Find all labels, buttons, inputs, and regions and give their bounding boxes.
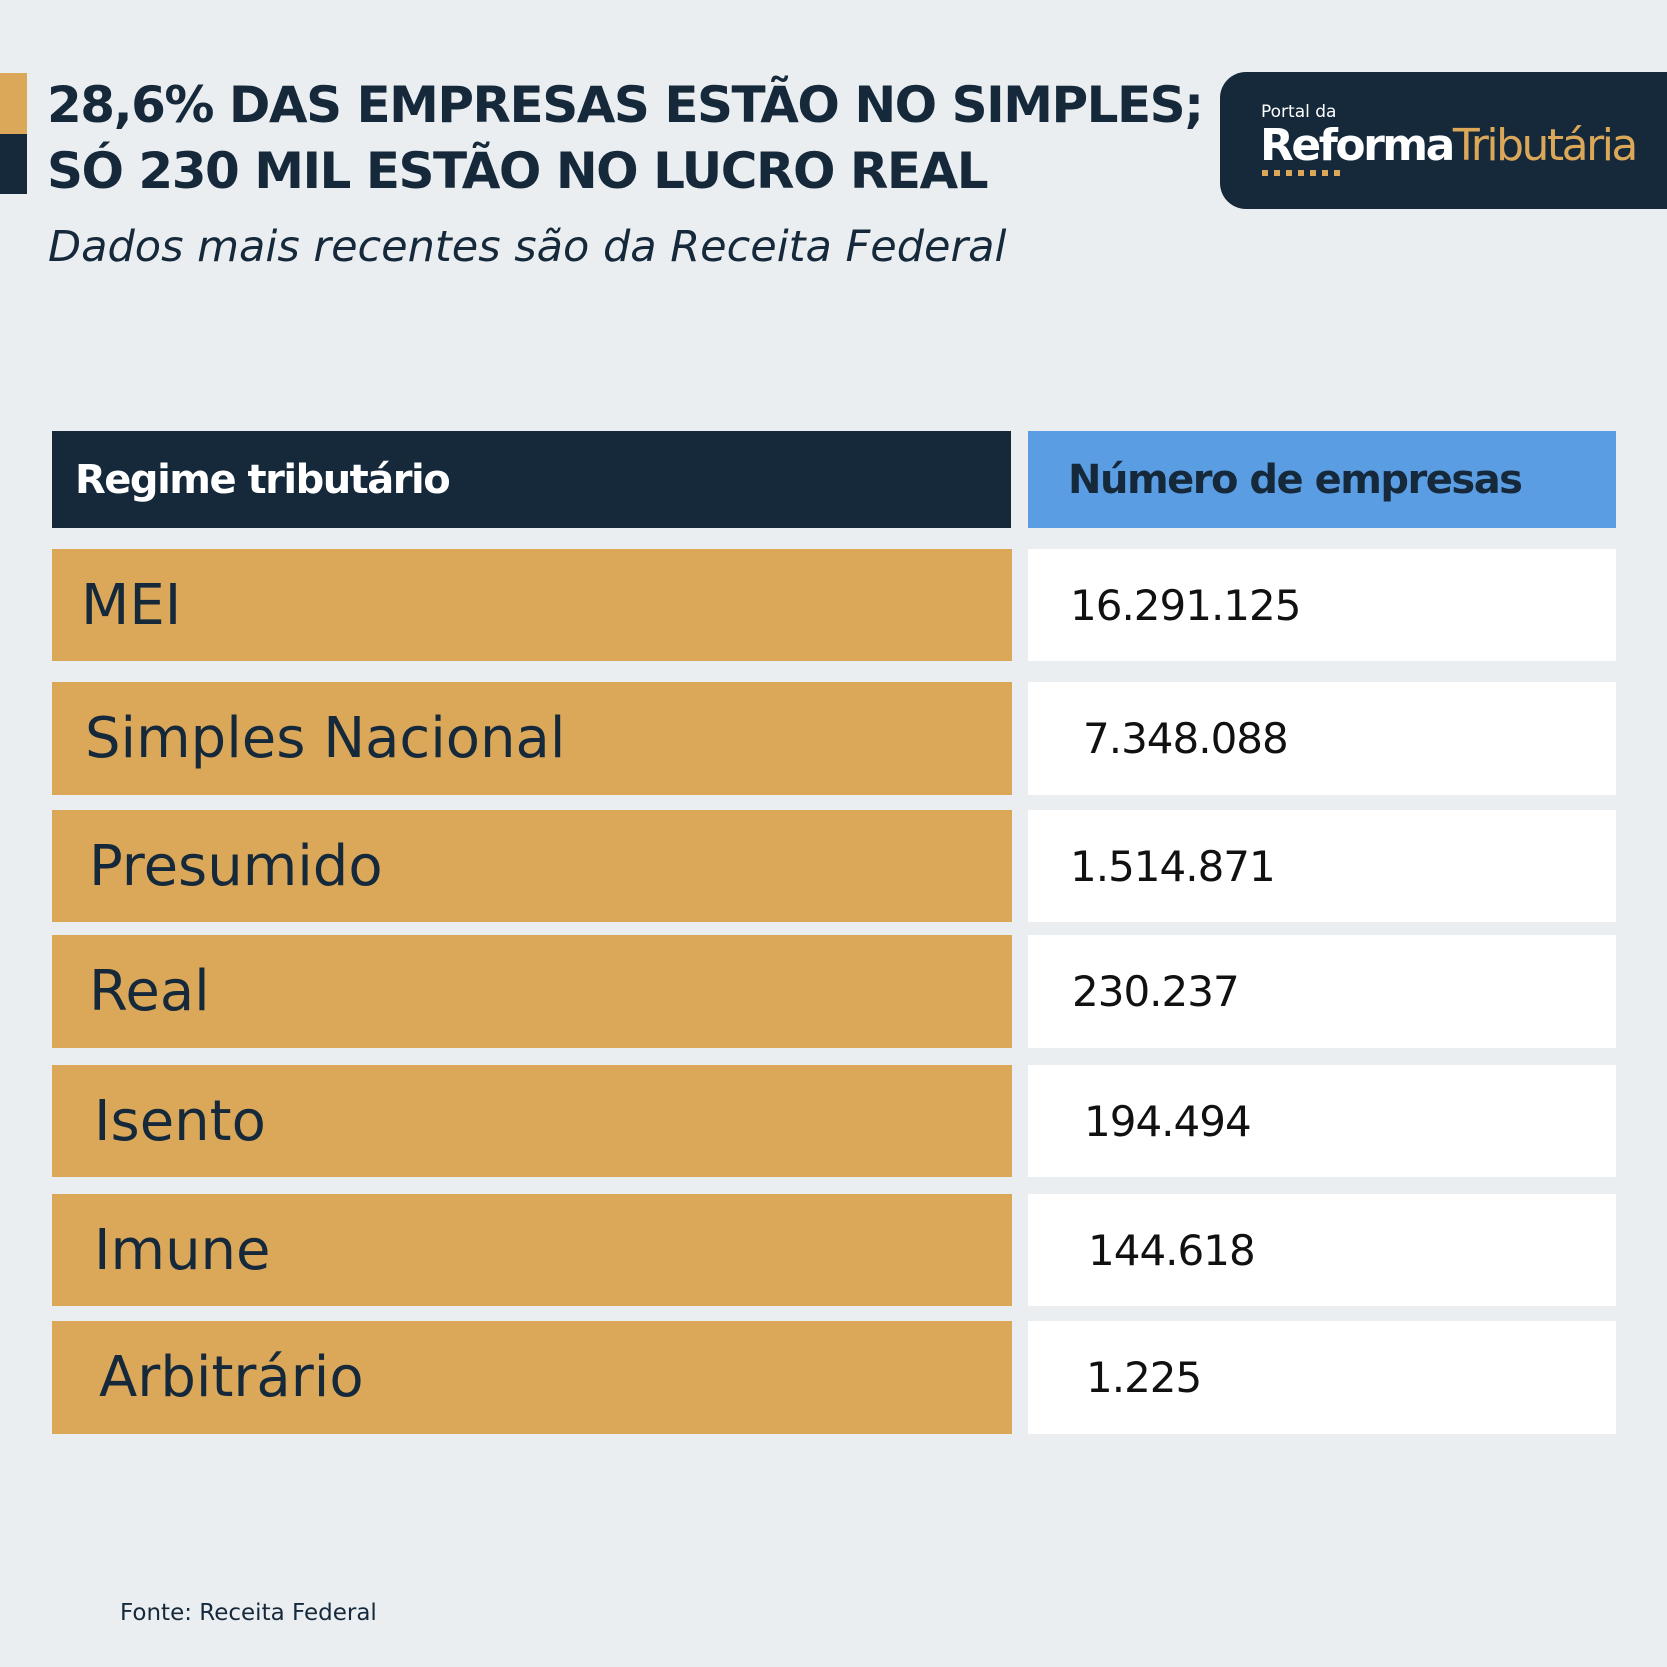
column-header-regime: Regime tributário [52,431,1011,528]
regime-cell: MEI [52,549,1012,661]
regime-cell: Presumido [52,810,1012,922]
regime-cell: Arbitrário [52,1321,1012,1434]
logo-small-text: Portal da [1261,102,1337,122]
empresas-cell: 16.291.125 [1028,549,1616,661]
logo-word-reforma: Reforma [1260,120,1455,171]
accent-bar [0,73,27,194]
source-note: Fonte: Receita Federal [120,1600,377,1626]
logo-wordmark: ReformaTributária [1260,120,1639,171]
headline-line-1: 28,6% DAS EMPRESAS ESTÃO NO SIMPLES; [47,76,1204,134]
regime-cell: Isento [52,1065,1012,1177]
subtitle: Dados mais recentes são da Receita Feder… [48,222,1007,272]
empresas-cell: 230.237 [1028,935,1616,1048]
logo-word-tributaria: Tributária [1452,120,1639,171]
regime-cell: Simples Nacional [52,682,1012,795]
regime-cell: Real [52,935,1012,1048]
column-header-empresas: Número de empresas [1028,431,1616,528]
logo-dots-decoration [1262,170,1342,176]
accent-bar-navy [0,134,27,194]
empresas-cell: 1.225 [1028,1321,1616,1434]
empresas-cell: 194.494 [1028,1065,1616,1177]
empresas-cell: 144.618 [1028,1194,1616,1306]
accent-bar-gold [0,73,27,134]
portal-logo: Portal da ReformaTributária [1220,72,1667,209]
headline: 28,6% DAS EMPRESAS ESTÃO NO SIMPLES; SÓ … [47,72,1204,204]
regime-cell: Imune [52,1194,1012,1306]
headline-line-2: SÓ 230 MIL ESTÃO NO LUCRO REAL [47,142,989,200]
empresas-cell: 7.348.088 [1028,682,1616,795]
empresas-cell: 1.514.871 [1028,810,1616,922]
